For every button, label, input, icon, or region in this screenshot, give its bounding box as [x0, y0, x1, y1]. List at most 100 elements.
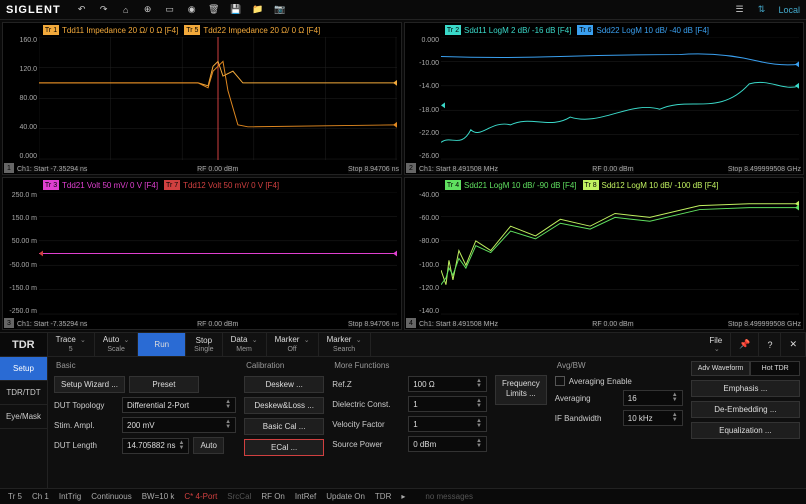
y-axis: 250.0 m150.0 m50.00 m-50.00 m-150.0 m-25… — [3, 192, 39, 315]
redo-icon[interactable]: ↷ — [95, 1, 113, 19]
deskew-button[interactable]: Deskew ... — [244, 376, 324, 393]
status-cal: C* 4-Port — [184, 492, 217, 501]
plot-area — [441, 37, 799, 160]
chevron-updown-icon: ▲▼ — [476, 439, 482, 449]
undo-icon[interactable]: ↶ — [73, 1, 91, 19]
plot-number: 1 — [4, 163, 14, 173]
menu-auto[interactable]: Auto ⌄Scale — [95, 333, 139, 356]
menu-trace[interactable]: Trace ⌄5 — [48, 333, 95, 356]
network-icon[interactable]: ⇅ — [752, 1, 770, 19]
dut-length-label: DUT Length — [54, 441, 118, 450]
chevron-updown-icon: ▲▼ — [225, 420, 231, 430]
equalization-button[interactable]: Equalization ... — [691, 422, 800, 439]
plot-area — [39, 37, 397, 160]
plot-4[interactable]: Tr 4Sdd21 LogM 10 dB/ -90 dB [F4]Tr 8Sdd… — [404, 177, 804, 330]
folder-icon[interactable]: 📁 — [249, 1, 267, 19]
dielectric-field[interactable]: 1▲▼ — [408, 396, 487, 412]
refz-field[interactable]: 100 Ω▲▼ — [408, 376, 487, 392]
status-item: RF On — [261, 492, 285, 501]
status-item: TDR — [375, 492, 391, 501]
hot-tdr-tab[interactable]: Hot TDR — [750, 361, 800, 376]
plot-grid: Tr 1Tdd11 Impedance 20 Ω/ 0 Ω [F4] Tr 5Td… — [0, 20, 806, 332]
menu-icon[interactable]: ☰ — [730, 1, 748, 19]
status-item: IntRef — [295, 492, 316, 501]
menu-stop[interactable]: StopSingle — [186, 333, 222, 356]
trace-label: Tr 5Tdd22 Impedance 20 Ω/ 0 Ω [F4] — [184, 25, 320, 35]
basic-cal-button[interactable]: Basic Cal ... — [244, 418, 324, 435]
chevron-updown-icon: ▲▼ — [476, 399, 482, 409]
doc-icon[interactable]: ▭ — [161, 1, 179, 19]
plot-1[interactable]: Tr 1Tdd11 Impedance 20 Ω/ 0 Ω [F4] Tr 5Td… — [2, 22, 402, 175]
trace-label: Tr 1Tdd11 Impedance 20 Ω/ 0 Ω [F4] — [43, 25, 178, 35]
menu-file[interactable]: File ⌄ — [701, 333, 731, 356]
save-icon[interactable]: 💾 — [227, 1, 245, 19]
auto-button[interactable]: Auto — [193, 437, 223, 454]
velocity-field[interactable]: 1▲▼ — [408, 416, 487, 432]
dut-topology-field[interactable]: Differential 2-Port▲▼ — [122, 397, 236, 413]
menu-data[interactable]: Data ⌄Mem — [223, 333, 267, 356]
status-messages: no messages — [425, 492, 473, 501]
plot-2[interactable]: Tr 2Sdd11 LogM 2 dB/ -16 dB [F4]Tr 6Sdd2… — [404, 22, 804, 175]
stim-ampl-field[interactable]: 200 mV▲▼ — [122, 417, 236, 433]
preset-button[interactable]: Preset — [129, 376, 199, 393]
menu-marker[interactable]: Marker ⌄Off — [267, 333, 319, 356]
adv-waveform-tab[interactable]: Adv Waveform — [691, 361, 751, 376]
tdr-label: TDR — [0, 333, 48, 356]
averaging-enable-label: Averaging Enable — [569, 377, 632, 386]
help-icon[interactable]: ? — [759, 333, 781, 356]
setup-wizard-button[interactable]: Setup Wizard ... — [54, 376, 125, 393]
plot-number: 2 — [406, 163, 416, 173]
tab-eyemask[interactable]: Eye/Mask — [0, 405, 47, 429]
status-item: Tr 5 — [8, 492, 22, 501]
status-item: IntTrig — [59, 492, 81, 501]
ecal-button[interactable]: ECal ... — [244, 439, 324, 456]
if-bandwidth-field[interactable]: 10 kHz▲▼ — [623, 410, 683, 426]
source-power-field[interactable]: 0 dBm▲▼ — [408, 436, 487, 452]
y-axis: 0.000-10.00-14.00-18.00-22.00-26.00 — [405, 37, 441, 160]
plot-header: Tr 1Tdd11 Impedance 20 Ω/ 0 Ω [F4] Tr 5Td… — [43, 25, 395, 35]
status-item: SrcCal — [227, 492, 251, 501]
averaging-field[interactable]: 16▲▼ — [623, 390, 683, 406]
dut-length-field[interactable]: 14.705882 ns▲▼ — [122, 438, 189, 454]
plot-header: Tr 3Tdd21 Volt 50 mV/ 0 V [F4]Tr 7Tdd12 … — [43, 180, 395, 190]
more-functions-header: More Functions — [332, 361, 487, 370]
pin-icon[interactable]: 📌 — [731, 333, 759, 356]
plot-footer: Ch1: Start -7.35294 nsRF 0.00 dBmStop 8.… — [5, 321, 399, 328]
refz-label: Ref.Z — [332, 380, 404, 389]
msg-icon: ▸ — [401, 492, 405, 501]
trash-icon[interactable]: 🗑 — [205, 1, 223, 19]
checkbox-icon[interactable] — [555, 376, 565, 386]
camera-icon[interactable]: 📷 — [271, 1, 289, 19]
tool-icon[interactable]: ⌂ — [117, 1, 135, 19]
status-item: Continuous — [91, 492, 131, 501]
drop-icon[interactable]: ◉ — [183, 1, 201, 19]
menu-marker[interactable]: Marker ⌄Search — [319, 333, 371, 356]
source-power-label: Source Power — [332, 440, 404, 449]
close-icon[interactable]: ✕ — [781, 333, 806, 356]
basic-header: Basic — [54, 361, 236, 370]
chevron-updown-icon: ▲▼ — [672, 413, 678, 423]
right-col: Adv Waveform Hot TDR Emphasis ... De-Emb… — [691, 361, 800, 484]
control-panel: SetupTDR/TDTEye/Mask Basic Setup Wizard … — [0, 356, 806, 488]
circle-plus-icon[interactable]: ⊕ — [139, 1, 157, 19]
chevron-updown-icon: ▲▼ — [225, 400, 231, 410]
trace-label: Tr 3Tdd21 Volt 50 mV/ 0 V [F4] — [43, 180, 158, 190]
tab-setup[interactable]: Setup — [0, 357, 47, 381]
velocity-label: Velocity Factor — [332, 420, 404, 429]
stim-ampl-label: Stim. Ampl. — [54, 421, 118, 430]
averaging-label: Averaging — [555, 394, 619, 403]
deskew-loss-button[interactable]: Deskew&Loss ... — [244, 397, 324, 414]
de-embedding-button[interactable]: De-Embedding ... — [691, 401, 800, 418]
plot-number: 3 — [4, 318, 14, 328]
brand-logo: SIGLENT — [6, 4, 61, 16]
emphasis-button[interactable]: Emphasis ... — [691, 380, 800, 397]
frequency-limits-button[interactable]: Frequency Limits ... — [495, 375, 547, 405]
plot-footer: Ch1: Start 8.491508 MHzRF 0.00 dBmStop 8… — [407, 166, 801, 173]
tab-tdrtdt[interactable]: TDR/TDT — [0, 381, 47, 405]
plot-3[interactable]: Tr 3Tdd21 Volt 50 mV/ 0 V [F4]Tr 7Tdd12 … — [2, 177, 402, 330]
menu-run[interactable]: Run — [138, 333, 186, 356]
plot-footer: Ch1: Start -7.35294 nsRF 0.00 dBmStop 8.… — [5, 166, 399, 173]
chevron-updown-icon: ▲▼ — [672, 393, 678, 403]
plot-footer: Ch1: Start 8.491508 MHzRF 0.00 dBmStop 8… — [407, 321, 801, 328]
chevron-updown-icon: ▲▼ — [179, 441, 185, 451]
